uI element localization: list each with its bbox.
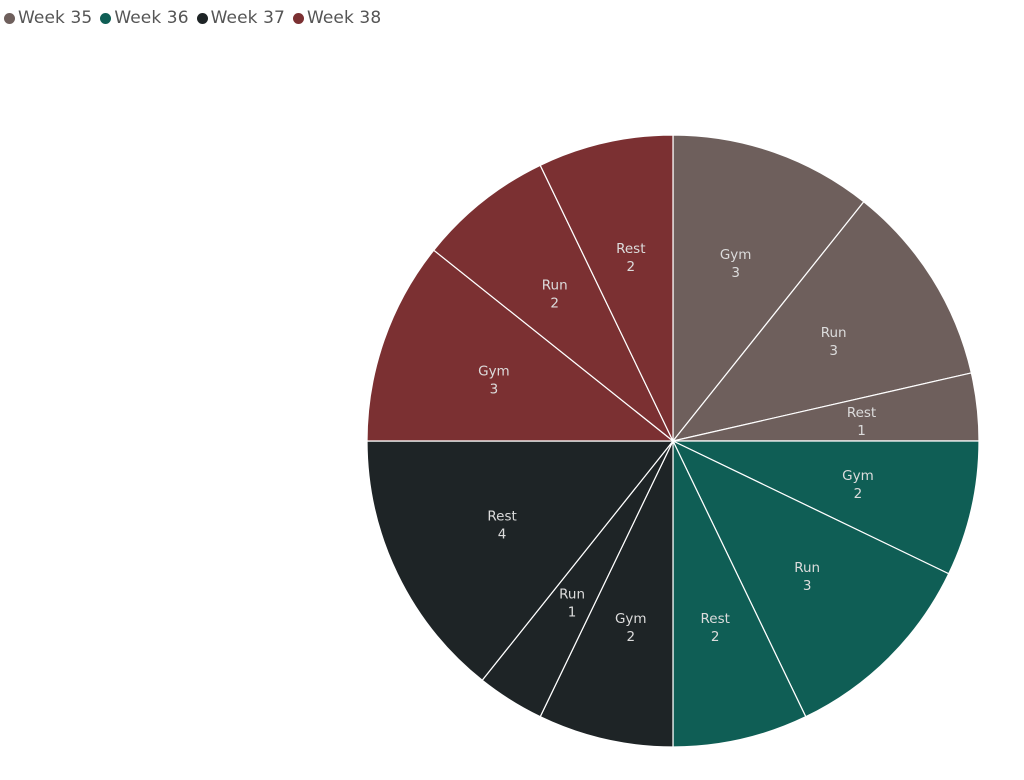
slice-label-activity: Rest	[616, 241, 645, 257]
legend-label: Week 38	[306, 8, 382, 28]
slice-label-activity: Run	[542, 278, 568, 294]
legend-dot-week-36	[100, 12, 112, 24]
slice-label-value: 1	[568, 605, 577, 621]
slice-label-activity: Gym	[478, 363, 510, 379]
slice-label-value: 2	[626, 629, 635, 645]
slice-label: Gym 3	[720, 247, 752, 281]
legend-item-week-35[interactable]: Week 35	[4, 8, 92, 28]
pie-slice-week-36-gym[interactable]	[672, 440, 980, 575]
pie-slice-week-37-gym[interactable]	[539, 440, 674, 748]
legend-item-week-38[interactable]: Week 38	[292, 8, 382, 28]
legend-label: Week 36	[114, 8, 189, 28]
slice-label-value: 3	[803, 578, 812, 594]
legend-item-week-36[interactable]: Week 36	[100, 8, 189, 28]
pie-slice-week-36-rest[interactable]	[672, 440, 807, 748]
slice-label-value: 3	[490, 381, 499, 397]
pie-slice-week-38-rest[interactable]	[539, 134, 674, 442]
slice-label-activity: Run	[821, 325, 847, 341]
pie-slices	[366, 134, 980, 748]
slice-label-value: 2	[854, 486, 863, 502]
slice-label-activity: Run	[559, 587, 585, 603]
pie-slice-week-35-gym[interactable]	[672, 134, 865, 443]
slice-label: Rest 2	[616, 241, 645, 275]
pie-slice-week-36-run[interactable]	[671, 439, 950, 718]
pie-slice-week-38-gym[interactable]	[366, 249, 675, 442]
slice-label: Run 3	[821, 325, 847, 359]
pie-slice-week-35-run[interactable]	[671, 200, 973, 442]
slice-label-value: 1	[857, 423, 866, 439]
slice-label: Gym 2	[842, 468, 874, 502]
legend-dot-week-35	[4, 12, 15, 24]
slice-label: Run 1	[559, 587, 585, 621]
legend: Week 35 Week 36 Week 37 Week 38	[4, 6, 389, 30]
slice-label: Rest 1	[847, 405, 876, 439]
slice-label-value: 3	[731, 265, 740, 281]
slice-label: Rest 2	[701, 611, 730, 645]
slice-label-activity: Rest	[487, 508, 516, 524]
pie-labels: Gym 3 Run 3 Rest 1 Gym 2 Run 3 Rest 2 Gym 2 Run 1 Rest 4 G…	[478, 241, 876, 645]
slice-label-activity: Rest	[847, 405, 876, 421]
legend-dot-week-37	[196, 12, 208, 24]
pie-slice-week-38-run[interactable]	[432, 164, 674, 442]
slice-label-value: 2	[626, 259, 635, 275]
slice-label: Run 3	[794, 560, 820, 594]
slice-label: Run 2	[542, 278, 568, 312]
legend-dot-week-38	[292, 12, 304, 24]
slice-label-activity: Rest	[701, 611, 730, 627]
slice-label: Gym 2	[615, 611, 647, 645]
slice-label: Rest 4	[487, 508, 516, 542]
slice-label-activity: Gym	[720, 247, 752, 263]
slice-label-value: 2	[711, 629, 720, 645]
slice-label-activity: Gym	[615, 611, 647, 627]
slice-label-activity: Run	[794, 560, 820, 576]
legend-label: Week 35	[18, 8, 93, 28]
legend-label: Week 37	[210, 8, 285, 28]
slice-label-value: 3	[829, 343, 838, 359]
slice-label-value: 4	[498, 526, 507, 542]
legend-item-week-37[interactable]: Week 37	[196, 8, 285, 28]
slice-label-activity: Gym	[842, 468, 874, 484]
pie-slice-week-37-rest[interactable]	[366, 440, 675, 682]
slice-label-value: 2	[550, 296, 559, 312]
slice-label: Gym 3	[478, 363, 510, 397]
